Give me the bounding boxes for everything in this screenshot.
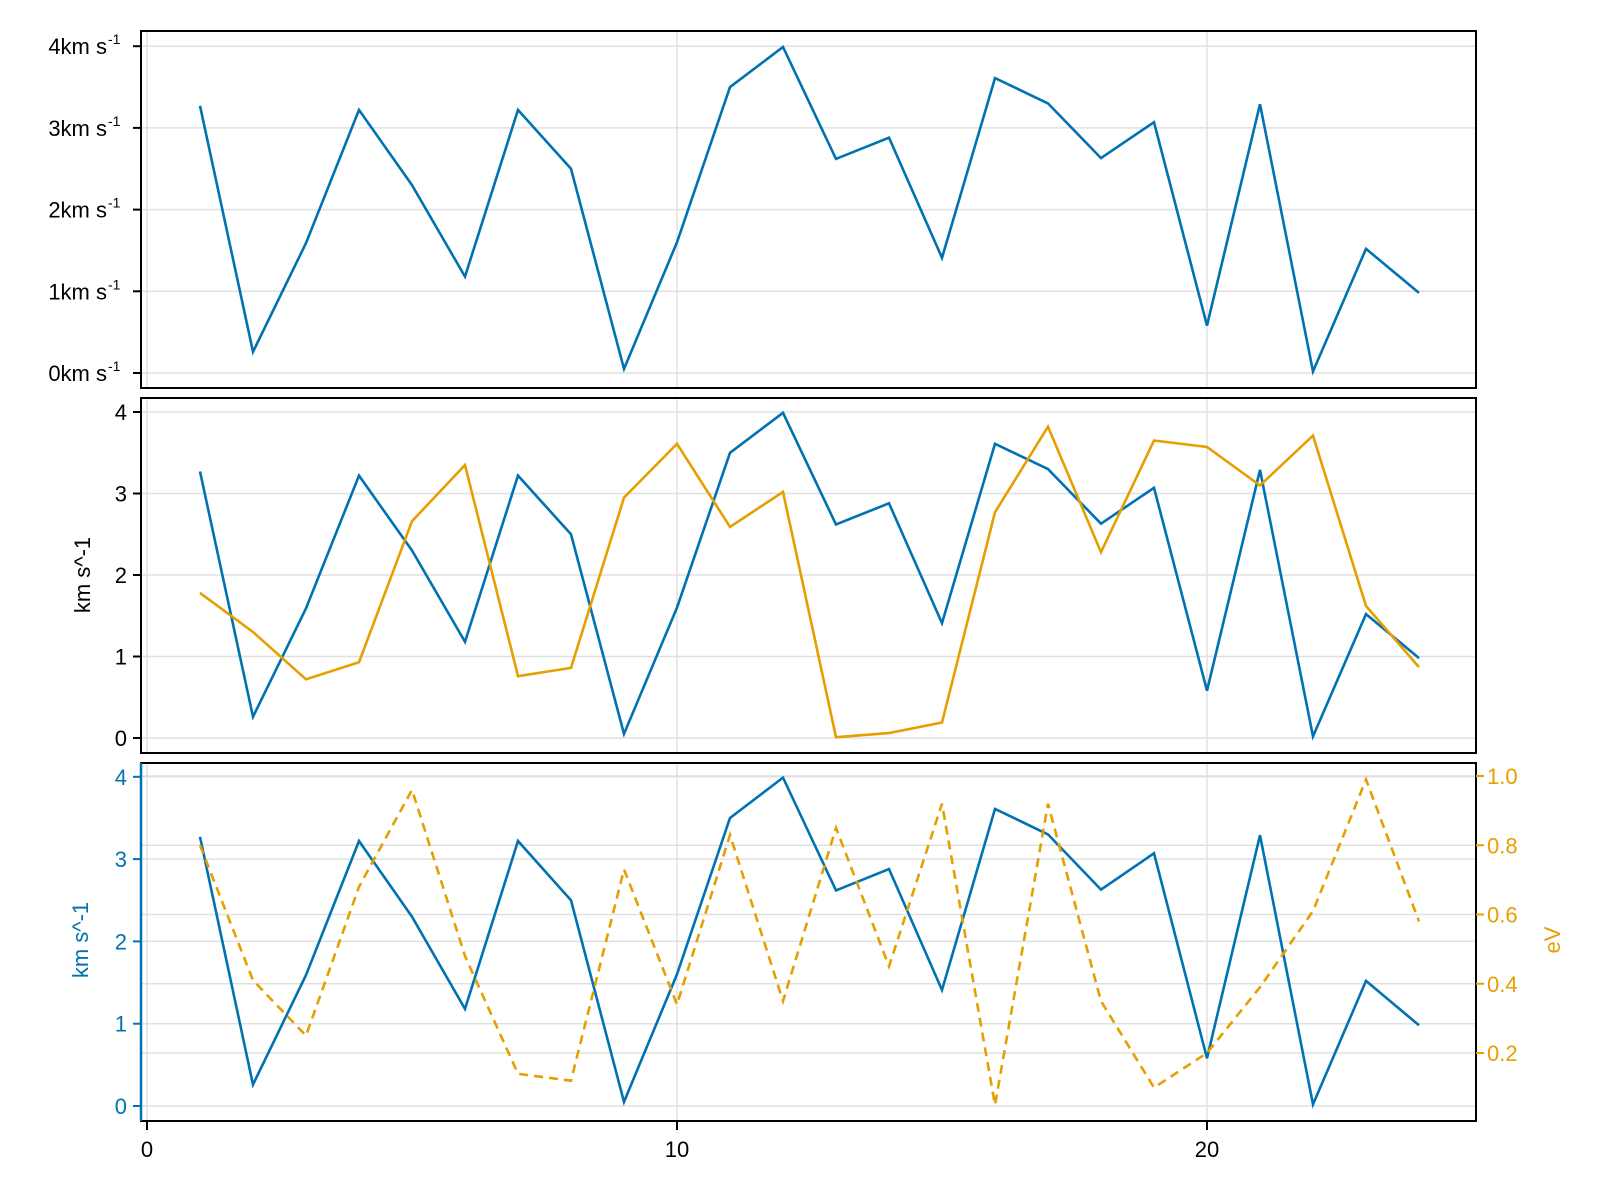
y-tick-label: 0 <box>115 726 127 751</box>
grid <box>141 763 1476 1121</box>
y-axis-title-left: km s^-1 <box>68 902 93 978</box>
y-tick-superscript: -1 <box>108 113 121 129</box>
x-tick-label: 10 <box>665 1137 689 1162</box>
y-tick-label: 4 <box>115 765 127 790</box>
plot-lines <box>198 410 1420 741</box>
series-line-velocity <box>198 410 1420 741</box>
grid <box>141 31 1476 388</box>
y-tick-label: 3 <box>115 847 127 872</box>
x-axis-ticks: 0 10 20 <box>141 1121 1219 1162</box>
y-axis-title: km s^-1 <box>70 537 95 613</box>
y-tick-label: 1km s <box>48 279 107 304</box>
series-line-velocity-2 <box>199 423 1420 739</box>
y-tick-label: 2 <box>115 929 127 954</box>
y-axis-ticks-right: 0.2 0.4 0.6 0.8 1.0 <box>1476 764 1518 1066</box>
y-tick-label: 3 <box>115 482 127 507</box>
grid <box>141 398 1476 753</box>
y-tick-label: 1 <box>115 645 127 670</box>
y-tick-label: 3km s <box>48 116 107 141</box>
y-tick-label-right: 0.2 <box>1487 1041 1518 1066</box>
y-axis-ticks: 0 1 2 3 4 <box>115 400 141 751</box>
y-tick-superscript: -1 <box>108 276 121 292</box>
y-tick-label-right: 0.6 <box>1487 903 1518 928</box>
panel-middle: 0 1 2 3 4 km s^-1 <box>70 397 1477 754</box>
panel-bottom: 0 1 2 3 4 0.2 0.4 0.6 0.8 1.0 0 10 20 km s^-1 eV <box>68 762 1565 1162</box>
y-axis-ticks-left: 0 1 2 3 4 <box>115 765 141 1119</box>
x-tick-label: 20 <box>1195 1137 1219 1162</box>
series-line-velocity <box>198 775 1420 1109</box>
y-axis-title-right: eV <box>1540 926 1565 953</box>
x-tick-label: 0 <box>141 1137 153 1162</box>
y-tick-superscript: -1 <box>108 195 121 211</box>
y-tick-label: 2km s <box>48 198 107 223</box>
series-line-velocity <box>198 44 1420 376</box>
y-tick-label: 0 <box>115 1094 127 1119</box>
y-tick-label: 4km s <box>48 34 107 59</box>
y-tick-label: 0km s <box>48 361 107 386</box>
plot-lines <box>198 44 1420 376</box>
plot-lines <box>198 775 1421 1109</box>
y-tick-label: 4 <box>115 400 127 425</box>
y-tick-label-right: 0.4 <box>1487 972 1518 997</box>
y-tick-label: 1 <box>115 1012 127 1037</box>
y-tick-label: 2 <box>115 563 127 588</box>
y-tick-label-right: 1.0 <box>1487 764 1518 789</box>
y-tick-superscript: -1 <box>108 358 121 374</box>
series-line-energy <box>198 775 1421 1106</box>
y-tick-superscript: -1 <box>108 31 121 47</box>
y-tick-label-right: 0.8 <box>1487 833 1518 858</box>
